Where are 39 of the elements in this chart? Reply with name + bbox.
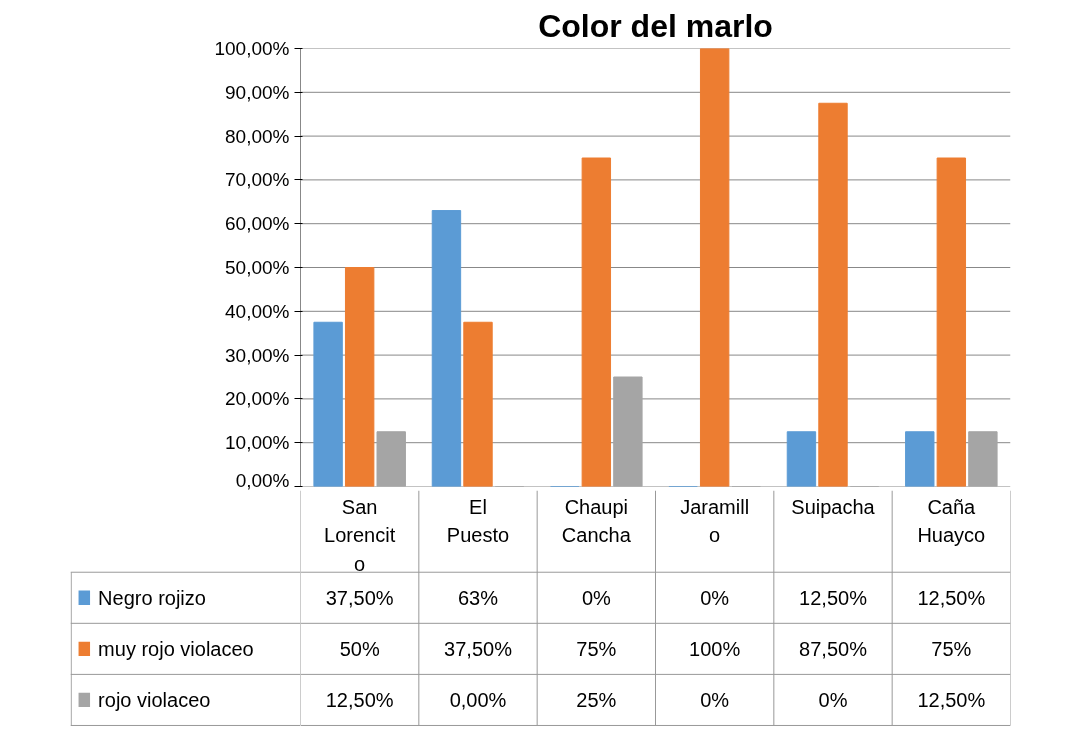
x-tick-label: El Puesto <box>446 495 510 547</box>
data-label: 12,50% <box>917 688 986 711</box>
legend-label: Negro rojizo <box>98 586 206 609</box>
y-tick-label: 40,00% <box>225 300 290 322</box>
legend-label: muy rojo violaceo <box>98 637 254 660</box>
x-tick-label: Caña Huayco <box>917 495 986 547</box>
x-tick-label: Chaupi Cancha <box>561 495 632 547</box>
legend-label: rojo violaceo <box>98 688 211 711</box>
x-tick-label: Suipacha <box>791 495 876 518</box>
data-label: 25% <box>576 688 617 711</box>
chart-title: Color del marlo <box>538 7 773 44</box>
data-label: 0% <box>700 586 730 609</box>
data-label: 75% <box>931 637 972 660</box>
data-label: 37,50% <box>444 637 513 660</box>
y-tick-label: 60,00% <box>225 213 290 235</box>
y-tick-label: 90,00% <box>225 81 290 103</box>
data-label: 37,50% <box>325 586 394 609</box>
data-label: 12,50% <box>325 688 394 711</box>
data-label: 50% <box>339 637 380 660</box>
data-label: 0% <box>818 688 848 711</box>
data-label: 12,50% <box>799 586 868 609</box>
data-label: 0,00% <box>449 688 507 711</box>
y-tick-label: 10,00% <box>225 432 290 454</box>
data-label: 0% <box>581 586 611 609</box>
y-tick-label: 100,00% <box>214 38 290 59</box>
data-label: 12,50% <box>917 586 986 609</box>
data-label: 100% <box>689 637 741 660</box>
data-label: 63% <box>457 586 499 609</box>
y-tick-label: 70,00% <box>225 169 290 191</box>
x-tick-label: Jaramillo <box>680 495 750 547</box>
x-tick-label: San Lorencito <box>324 495 396 575</box>
y-tick-label: 80,00% <box>225 125 290 147</box>
y-tick-label: 0,00% <box>235 469 290 491</box>
data-label: 87,50% <box>799 637 868 660</box>
y-tick-label: 30,00% <box>225 344 290 366</box>
y-tick-label: 50,00% <box>225 257 290 278</box>
data-label: 75% <box>576 637 617 660</box>
data-label: 0% <box>700 688 730 711</box>
y-tick-label: 20,00% <box>225 388 290 410</box>
